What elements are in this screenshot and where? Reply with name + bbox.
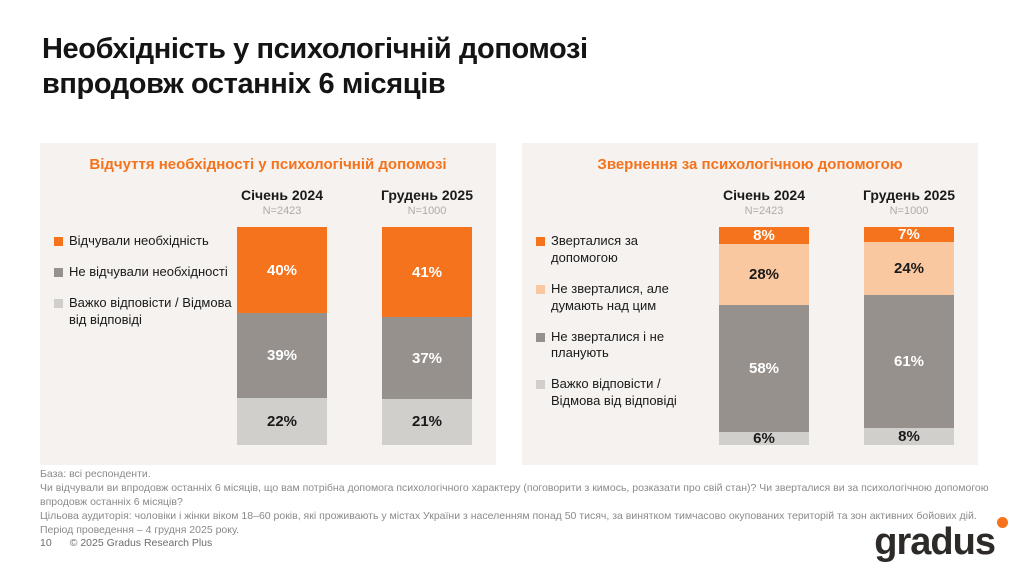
- stacked-bar: 8% 28% 58% 6%: [719, 227, 809, 446]
- column-header: Грудень 2025: [863, 187, 955, 203]
- bar-segment: 24%: [864, 242, 954, 295]
- footnote-question: Чи відчували ви впродовж останніх 6 міся…: [40, 481, 989, 508]
- column-base-size: N=2423: [262, 205, 302, 217]
- gradus-logo-dot-icon: [997, 517, 1008, 528]
- legend-label: Не відчували необхідності: [69, 263, 228, 279]
- bar-segment: 8%: [864, 427, 954, 445]
- legend-item: Не відчували необхідності: [54, 264, 244, 281]
- bar-segment: 21%: [382, 398, 472, 445]
- stacked-bar: 41% 37% 21%: [382, 227, 472, 445]
- bar-column-jan-2024: Січень 2024 N=2423 8% 28% 58% 6%: [719, 187, 809, 446]
- legend-item: Зверталися за допомогою: [536, 233, 694, 267]
- column-header: Січень 2024: [240, 187, 323, 203]
- legend-swatch-icon: [536, 332, 545, 342]
- legend-swatch-icon: [536, 380, 545, 390]
- legend-swatch-icon: [54, 237, 63, 246]
- legend-item: Відчували необхідність: [54, 233, 244, 250]
- gradus-logo-text: gradus: [874, 521, 996, 563]
- bar-column-jan-2024: Січень 2024 N=2423 40% 39% 22%: [237, 187, 327, 445]
- bar-segment: 7%: [864, 227, 954, 243]
- copyright: © 2025 Gradus Research Plus: [69, 537, 213, 549]
- bar-column-dec-2025: Грудень 2025 N=1000 7% 24% 61% 8%: [863, 187, 955, 445]
- legend: Відчували необхідність Не відчували необх…: [54, 233, 244, 343]
- panel-title: Звернення за психологічною допомогою: [597, 156, 903, 173]
- bar-segment: 8%: [719, 227, 809, 245]
- panel-need-for-help: Відчуття необхідності у психологічній до…: [40, 143, 496, 465]
- page-title: Необхідність у психологічній допомозі вп…: [42, 32, 588, 103]
- panel-seeking-help: Звернення за психологічною допомогою Зве…: [522, 143, 978, 465]
- legend-swatch-icon: [54, 267, 63, 277]
- legend-label: Важко відповісти / Відмова від відповіді: [551, 376, 677, 409]
- column-base-size: N=1000: [889, 205, 929, 217]
- chart-panels: Відчуття необхідності у психологічній до…: [40, 143, 978, 465]
- page-footer: 10 © 2025 Gradus Research Plus: [40, 537, 212, 549]
- bar-segment: 22%: [237, 397, 327, 445]
- column-base-size: N=1000: [407, 205, 447, 217]
- legend-item: Не зверталися, але думають над цим: [536, 281, 694, 315]
- column-header: Грудень 2025: [381, 187, 473, 203]
- stacked-bar-chart: Січень 2024 N=2423 40% 39% 22% Грудень 202…: [237, 187, 473, 445]
- panel-title: Відчуття необхідності у психологічній до…: [89, 156, 447, 173]
- legend-item: Важко відповісти / Відмова від відповіді: [54, 295, 244, 329]
- stacked-bar: 40% 39% 22%: [237, 227, 327, 445]
- bar-segment: 41%: [382, 227, 472, 318]
- page-number: 10: [40, 537, 52, 549]
- footnote: База: всі респонденти. Чи відчували ви в…: [40, 468, 992, 538]
- legend-swatch-icon: [536, 284, 545, 294]
- page-title-line1: Необхідність у психологічній допомозі: [42, 33, 588, 65]
- stacked-bar: 7% 24% 61% 8%: [864, 227, 954, 445]
- column-header: Січень 2024: [722, 187, 805, 203]
- legend-label: Відчували необхідність: [69, 233, 209, 248]
- bar-segment: 39%: [237, 313, 327, 398]
- bar-segment: 28%: [719, 244, 809, 306]
- stacked-bar-chart: Січень 2024 N=2423 8% 28% 58% 6% Грудень 20…: [719, 187, 955, 446]
- legend: Зверталися за допомогою Не зверталися, ал…: [536, 233, 694, 424]
- bar-segment: 37%: [382, 317, 472, 399]
- bar-segment: 61%: [864, 294, 954, 428]
- bar-segment: 6%: [719, 431, 809, 446]
- legend-label: Важко відповісти / Відмова від відповіді: [69, 294, 232, 327]
- legend-label: Не зверталися і не планують: [551, 328, 665, 361]
- bar-segment: 40%: [237, 227, 327, 314]
- legend-item: Не зверталися і не планують: [536, 329, 694, 363]
- legend-label: Не зверталися, але думають над цим: [551, 280, 669, 313]
- gradus-logo: gradus: [874, 517, 1008, 564]
- legend-item: Важко відповісти / Відмова від відповіді: [536, 376, 694, 410]
- footnote-audience: Цільова аудиторія: чоловіки і жінки віко…: [40, 509, 977, 536]
- footnote-base: База: всі респонденти.: [40, 468, 151, 480]
- column-base-size: N=2423: [744, 205, 784, 217]
- bar-segment: 58%: [719, 305, 809, 432]
- legend-swatch-icon: [536, 237, 545, 246]
- legend-label: Зверталися за допомогою: [551, 233, 639, 265]
- bar-column-dec-2025: Грудень 2025 N=1000 41% 37% 21%: [381, 187, 473, 445]
- page-title-line2: впродовж останніх 6 місяців: [42, 68, 446, 101]
- legend-swatch-icon: [54, 298, 63, 308]
